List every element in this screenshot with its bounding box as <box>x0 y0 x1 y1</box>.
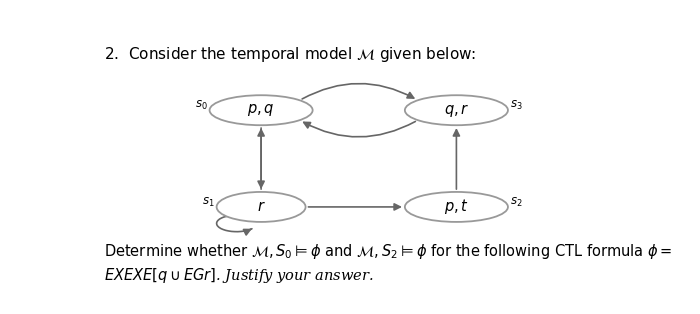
Text: $p, q$: $p, q$ <box>247 102 275 118</box>
Text: Determine whether $\mathcal{M}, S_0 \vDash \phi$ and $\mathcal{M}, S_2 \vDash \p: Determine whether $\mathcal{M}, S_0 \vDa… <box>104 242 672 261</box>
Ellipse shape <box>405 95 508 125</box>
Text: $s_2$: $s_2$ <box>510 196 522 209</box>
Ellipse shape <box>216 192 306 222</box>
Text: $p, t$: $p, t$ <box>444 198 469 216</box>
Text: $r$: $r$ <box>257 200 265 214</box>
Text: $s_1$: $s_1$ <box>202 196 215 209</box>
Text: $s_3$: $s_3$ <box>510 99 522 112</box>
Ellipse shape <box>209 95 313 125</box>
Text: $q, r$: $q, r$ <box>444 102 469 119</box>
Text: $EXEXE[q \cup EGr]$. Justify your answer.: $EXEXE[q \cup EGr]$. Justify your answer… <box>104 266 374 285</box>
Text: 2.  Consider the temporal model $\mathcal{M}$ given below:: 2. Consider the temporal model $\mathcal… <box>104 45 476 64</box>
Text: $s_0$: $s_0$ <box>195 99 208 112</box>
Ellipse shape <box>405 192 508 222</box>
